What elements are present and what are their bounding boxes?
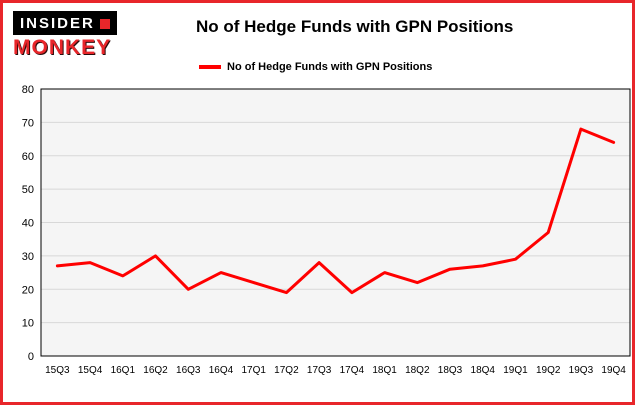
x-tick-label: 16Q1	[111, 365, 136, 376]
logo-insider-text: INSIDER	[13, 11, 117, 35]
x-tick-label: 16Q4	[209, 365, 234, 376]
x-tick-label: 17Q4	[340, 365, 365, 376]
logo-monkey-text: MONKEY	[13, 36, 112, 59]
chart-legend: No of Hedge Funds with GPN Positions	[199, 61, 432, 73]
x-tick-label: 16Q3	[176, 365, 201, 376]
x-tick-label: 19Q3	[569, 365, 594, 376]
plot-border	[40, 88, 631, 357]
y-tick-label: 50	[22, 184, 34, 196]
y-tick-label: 0	[28, 351, 34, 363]
x-tick-label: 15Q4	[78, 365, 103, 376]
y-tick-label: 30	[22, 251, 34, 263]
x-tick-label: 18Q4	[471, 365, 496, 376]
logo-insider-label: INSIDER	[20, 15, 95, 32]
x-tick-label: 17Q3	[307, 365, 332, 376]
y-tick-label: 70	[22, 117, 34, 129]
x-tick-label: 16Q2	[143, 365, 168, 376]
x-tick-label: 19Q2	[536, 365, 561, 376]
legend-line-swatch	[199, 65, 221, 69]
logo-cube-icon	[99, 18, 110, 29]
insider-monkey-logo: INSIDER MONKEY	[13, 11, 143, 60]
x-tick-label: 18Q1	[372, 365, 397, 376]
y-tick-label: 60	[22, 151, 34, 163]
y-tick-label: 40	[22, 218, 34, 230]
y-tick-label: 10	[22, 318, 34, 330]
x-tick-label: 17Q1	[241, 365, 266, 376]
x-tick-label: 18Q3	[438, 365, 463, 376]
y-tick-label: 80	[22, 84, 34, 96]
y-tick-label: 20	[22, 284, 34, 296]
x-tick-label: 17Q2	[274, 365, 299, 376]
legend-label: No of Hedge Funds with GPN Positions	[227, 61, 433, 73]
line-chart-svg: 0 10 20 30 40 50 60 70 80 15Q3 15Q4 16Q1 16Q2 16Q3 16Q…	[22, 84, 631, 376]
x-tick-label: 19Q1	[503, 365, 528, 376]
x-tick-label: 18Q2	[405, 365, 430, 376]
x-tick-label: 15Q3	[45, 365, 70, 376]
chart-area: 0 10 20 30 40 50 60 70 80 15Q3 15Q4 16Q1 16Q2 16Q3 16Q…	[9, 81, 632, 393]
page-title: No of Hedge Funds with GPN Positions	[196, 17, 514, 36]
x-tick-label: 19Q4	[601, 365, 626, 376]
hedge-funds-line-series	[55, 127, 616, 295]
